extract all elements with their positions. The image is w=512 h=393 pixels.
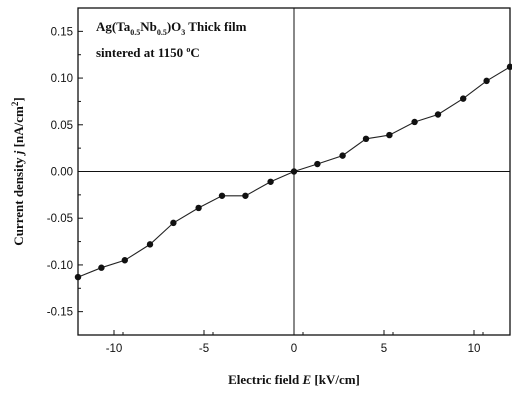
annotation-subscript: 0.5	[157, 28, 167, 37]
annotation-part: Thick film	[185, 19, 246, 34]
data-point	[195, 204, 202, 212]
x-tick-label: 5	[381, 343, 387, 355]
data-point	[170, 219, 177, 227]
x-tick-label: -5	[199, 343, 209, 355]
data-point	[386, 131, 393, 139]
data-point	[483, 77, 490, 85]
y-tick-label: 0.00	[51, 167, 73, 179]
data-point	[267, 178, 274, 185]
data-point	[411, 118, 418, 126]
x-axis-title-unit: [kV/cm]	[311, 372, 360, 387]
y-tick-label: 0.10	[51, 73, 73, 85]
y-tick-label: -0.15	[47, 307, 73, 319]
data-point	[242, 192, 249, 199]
annotation-subscript: 3	[181, 28, 185, 37]
x-tick-label: 10	[468, 343, 481, 355]
data-point	[146, 241, 154, 248]
annotation-part: Nb	[140, 19, 157, 34]
data-point	[314, 160, 321, 168]
x-axis-title-variable: E	[301, 372, 311, 387]
x-axis-title-text: Electric field	[228, 372, 302, 387]
data-point	[218, 192, 226, 199]
data-point	[98, 264, 105, 271]
x-axis-title: Electric field E [kV/cm]	[228, 372, 360, 387]
y-axis-title-close: ]	[11, 97, 26, 101]
annotation-line-2: sintered at 1150 oC	[96, 45, 200, 60]
x-tick-label: 0	[291, 343, 297, 355]
data-point	[434, 111, 442, 118]
ticks-layer: -10 -5 0 5 10 -0.15 -0.10 -0.05 0.00 0.05 0.10 0.15	[47, 26, 484, 355]
annotation-part: C	[190, 45, 199, 60]
annotation-line-1: Ag(Ta0.5Nb0.5)O3 Thick film	[96, 19, 247, 37]
x-tick-label: -10	[106, 343, 123, 355]
annotation-part: sintered at 1150	[96, 45, 186, 60]
annotation-part: Ag(Ta	[96, 19, 131, 34]
annotation-part: )O	[167, 19, 181, 34]
annotation-degree: o	[186, 45, 190, 54]
y-tick-label: -0.05	[47, 213, 73, 225]
data-point	[460, 95, 467, 102]
data-point	[362, 135, 370, 142]
annotation-subscript: 0.5	[130, 28, 140, 37]
y-axis-title-text: Current density	[11, 154, 26, 245]
y-tick-label: -0.10	[47, 260, 73, 272]
y-axis-title: Current density j [nA/cm2]	[10, 97, 26, 245]
y-tick-label: 0.15	[51, 26, 73, 38]
data-point	[339, 152, 346, 159]
y-tick-label: 0.05	[51, 120, 73, 132]
y-axis-title-superscript: 2	[10, 101, 20, 106]
y-axis-title-unit: [nA/cm	[11, 106, 26, 151]
data-point	[121, 257, 128, 264]
y-axis-title-variable: j	[11, 150, 26, 156]
